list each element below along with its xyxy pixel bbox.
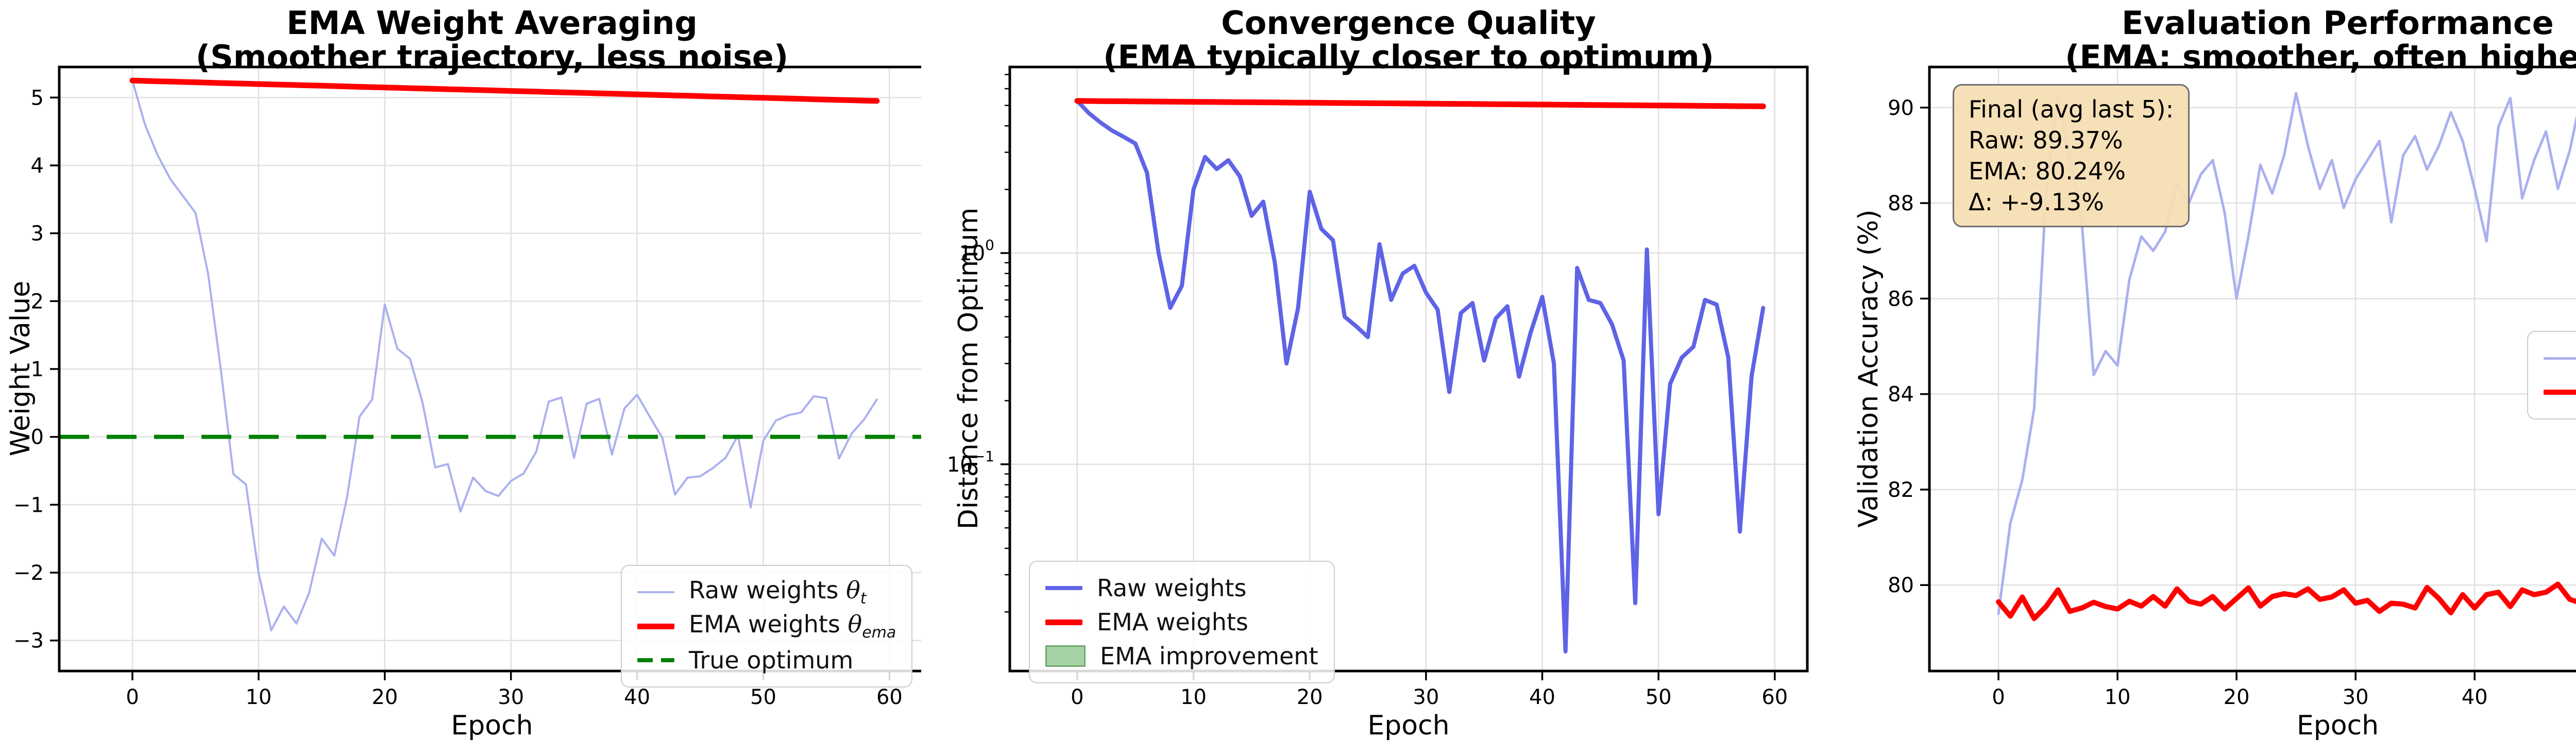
chart-title-line2: (EMA typically closer to optimum) bbox=[1103, 38, 1714, 76]
svg-text:50: 50 bbox=[1646, 685, 1672, 709]
svg-text:4: 4 bbox=[31, 154, 44, 178]
y-axis-label: Validation Accuracy (%) bbox=[1853, 209, 1884, 528]
svg-text:2: 2 bbox=[31, 290, 44, 313]
legend-label: Raw weights bbox=[1097, 574, 1247, 602]
chart-title-line2: (Smoother trajectory, less noise) bbox=[195, 38, 789, 76]
ema-weight-averaging-chart: 0 10 20 30 40 50 60 −3 −2 −1 0 1 2 3 4 5 EMA Weight Ave… bbox=[0, 0, 921, 754]
ema-weights-line-swatch bbox=[2544, 390, 2576, 395]
legend-item-ema-weights: EMA weights bbox=[1045, 605, 1318, 639]
chart-title-line1: Evaluation Performance bbox=[2122, 4, 2554, 42]
svg-text:20: 20 bbox=[2224, 685, 2250, 709]
legend-item-raw-weights: Raw weights θt bbox=[637, 575, 896, 609]
ema-weights-line-swatch bbox=[637, 623, 674, 629]
chart-title: Convergence Quality (EMA typically close… bbox=[1010, 6, 1807, 74]
evaluation-performance-chart: 0102030405060808284868890 Evaluation Per… bbox=[1842, 0, 2576, 754]
svg-text:0: 0 bbox=[126, 685, 139, 709]
chart-title-line1: EMA Weight Averaging bbox=[286, 4, 698, 42]
annotation-line-ema: EMA: 80.24% bbox=[1969, 157, 2126, 185]
svg-text:50: 50 bbox=[750, 685, 776, 709]
svg-text:10: 10 bbox=[1180, 685, 1207, 709]
svg-text:60: 60 bbox=[1761, 685, 1788, 709]
svg-text:−2: −2 bbox=[13, 561, 44, 585]
legend: Raw weights EMA weights bbox=[2527, 331, 2576, 420]
svg-text:−3: −3 bbox=[13, 629, 44, 653]
svg-text:0: 0 bbox=[31, 426, 44, 449]
svg-text:40: 40 bbox=[2462, 685, 2488, 709]
svg-text:88: 88 bbox=[1888, 192, 1914, 215]
legend: Raw weights θt EMA weights θema True opt… bbox=[621, 565, 913, 688]
svg-text:1: 1 bbox=[31, 358, 44, 381]
legend-item-raw-weights: Raw weights bbox=[1045, 571, 1318, 605]
svg-text:20: 20 bbox=[371, 685, 398, 709]
true-optimum-dash-swatch bbox=[637, 658, 674, 662]
svg-text:90: 90 bbox=[1888, 96, 1914, 120]
svg-text:84: 84 bbox=[1888, 383, 1914, 407]
svg-text:30: 30 bbox=[2343, 685, 2369, 709]
legend-label: EMA weights θema bbox=[689, 610, 896, 642]
svg-text:10: 10 bbox=[2105, 685, 2131, 709]
weight-value-plot: 0 10 20 30 40 50 60 −3 −2 −1 0 1 2 3 4 5 bbox=[13, 65, 921, 709]
x-axis-label: Epoch bbox=[1367, 710, 1450, 741]
svg-text:30: 30 bbox=[1413, 685, 1439, 709]
svg-text:0: 0 bbox=[1071, 685, 1083, 709]
annotation-line-header: Final (avg last 5): bbox=[1969, 95, 2174, 123]
legend-item-ema-weights: EMA weights θema bbox=[637, 609, 896, 643]
ema-improvement-patch-swatch bbox=[1045, 645, 1086, 667]
y-axis-label: Weight Value bbox=[5, 280, 36, 457]
chart-title-line1: Convergence Quality bbox=[1221, 4, 1596, 42]
convergence-quality-chart: 0 10 20 30 40 50 60 100 10−1 Convergence Quality… bbox=[921, 0, 1842, 754]
svg-text:82: 82 bbox=[1888, 478, 1914, 502]
x-axis-label: Epoch bbox=[451, 710, 533, 741]
svg-text:80: 80 bbox=[1888, 574, 1914, 597]
raw-weights-line-swatch bbox=[637, 591, 674, 593]
svg-text:40: 40 bbox=[624, 685, 650, 709]
svg-text:20: 20 bbox=[1297, 685, 1323, 709]
svg-text:5: 5 bbox=[31, 86, 44, 110]
annotation-line-delta: Δ: +-9.13% bbox=[1969, 188, 2104, 216]
raw-weights-line-swatch bbox=[1045, 586, 1082, 590]
svg-text:0: 0 bbox=[1992, 685, 2005, 709]
svg-text:30: 30 bbox=[498, 685, 524, 709]
svg-text:10: 10 bbox=[245, 685, 272, 709]
svg-text:40: 40 bbox=[1529, 685, 1555, 709]
ema-weights-line-swatch bbox=[1045, 619, 1082, 625]
legend-item-raw-weights: Raw weights bbox=[2544, 341, 2576, 375]
final-metrics-annotation: Final (avg last 5): Raw: 89.37% EMA: 80.… bbox=[1953, 84, 2190, 227]
legend-label: EMA weights bbox=[1097, 608, 1248, 636]
x-axis-label: Epoch bbox=[2296, 710, 2379, 741]
svg-text:3: 3 bbox=[31, 222, 44, 246]
legend-label: EMA improvement bbox=[1100, 642, 1318, 670]
chart-title: Evaluation Performance (EMA: smoother, o… bbox=[1929, 6, 2576, 74]
y-axis-label: Distance from Optimum bbox=[953, 207, 984, 530]
chart-title: EMA Weight Averaging (Smoother trajector… bbox=[59, 6, 925, 74]
annotation-line-raw: Raw: 89.37% bbox=[1969, 126, 2123, 154]
legend-label: True optimum bbox=[689, 646, 854, 674]
legend-item-ema-weights: EMA weights bbox=[2544, 375, 2576, 409]
legend: Raw weights EMA weights EMA improvement bbox=[1029, 561, 1335, 683]
legend-label: Raw weights θt bbox=[689, 576, 867, 608]
svg-text:−1: −1 bbox=[13, 493, 44, 517]
svg-text:86: 86 bbox=[1888, 287, 1914, 311]
legend-item-ema-improvement: EMA improvement bbox=[1045, 639, 1318, 673]
validation-accuracy-plot: 0102030405060808284868890 bbox=[1888, 65, 2576, 709]
chart-title-line2: (EMA: smoother, often higher) bbox=[2065, 38, 2576, 76]
svg-text:60: 60 bbox=[876, 685, 903, 709]
legend-item-true-optimum: True optimum bbox=[637, 643, 896, 677]
raw-weights-line-swatch bbox=[2544, 357, 2576, 360]
